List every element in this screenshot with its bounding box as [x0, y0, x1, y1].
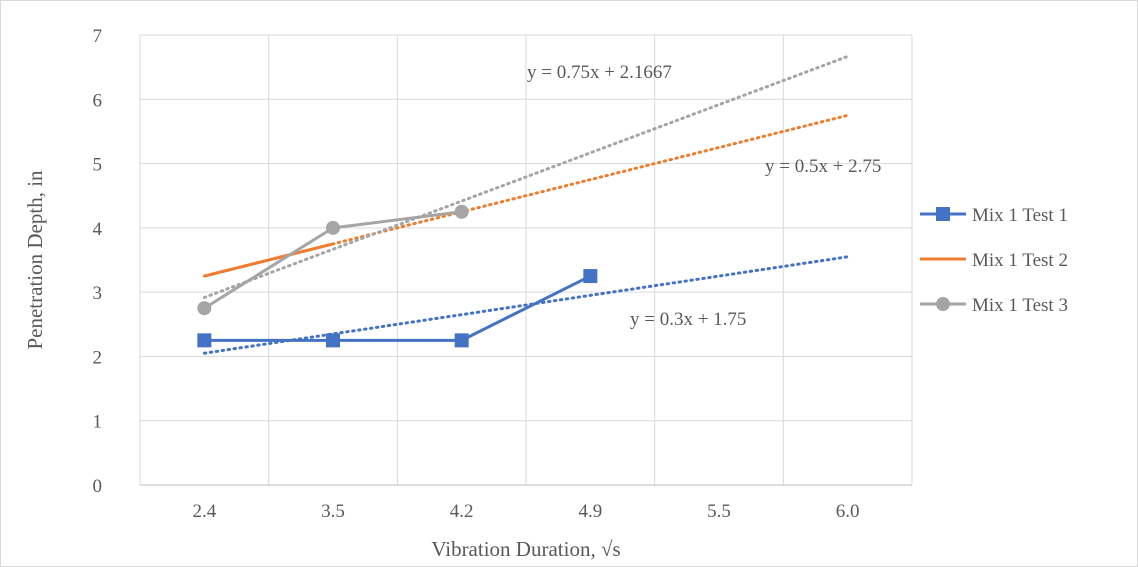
legend-swatch-square: [936, 207, 950, 221]
data-point-square: [326, 333, 340, 348]
gridlines: [139, 34, 913, 485]
series-line-1: [204, 274, 592, 342]
x-tick-label: 2.4: [192, 501, 216, 522]
trendline-label-2: y = 0.5x + 2.75: [765, 156, 881, 177]
data-point-circle: [326, 220, 340, 235]
legend-entry-label: Mix 1 Test 2: [972, 250, 1068, 271]
series-markers: [197, 204, 598, 348]
x-tick-label: 4.9: [578, 501, 602, 522]
trendline-label-1: y = 0.3x + 1.75: [630, 309, 746, 330]
y-tick-label: 5: [93, 155, 103, 176]
trendline-3: [202, 54, 850, 299]
y-tick-label: 0: [93, 476, 103, 497]
data-point-square: [454, 333, 469, 348]
x-tick-label: 5.5: [707, 501, 731, 522]
legend: Mix 1 Test 1 Mix 1 Test 2 Mix 1 Test 3: [920, 205, 1068, 316]
y-tick-label: 6: [93, 90, 103, 111]
x-tick-label: 4.2: [450, 501, 474, 522]
legend-entry-label: Mix 1 Test 1: [972, 205, 1068, 226]
data-point-square: [583, 269, 598, 284]
y-tick-label: 2: [93, 347, 103, 368]
y-tick-label: 3: [93, 283, 103, 304]
y-tick-label: 1: [93, 412, 103, 433]
data-point-circle: [197, 301, 212, 316]
x-tick-label: 6.0: [836, 501, 860, 522]
y-tick-label: 7: [93, 26, 103, 47]
x-tick-label: 3.5: [321, 501, 345, 522]
series-line-2: [203, 242, 334, 278]
data-point-circle: [454, 204, 469, 219]
data-point-square: [197, 333, 212, 348]
y-tick-label: 4: [93, 219, 103, 240]
x-axis-title: Vibration Duration, √s: [431, 537, 620, 561]
axes: 0 1 2 3 4 5 6 7 2.4 3.5 4.2 4.9 5.5 6.0: [93, 26, 912, 522]
trendline-label-3: y = 0.75x + 2.1667: [527, 62, 672, 83]
legend-entry-label: Mix 1 Test 3: [972, 295, 1068, 316]
trendline-1: [202, 255, 850, 355]
trendline-labels: y = 0.3x + 1.75 y = 0.5x + 2.75 y = 0.75x …: [527, 62, 881, 330]
y-axis-title: Penetration Depth, in: [23, 170, 47, 350]
legend-swatch-circle: [936, 297, 950, 311]
